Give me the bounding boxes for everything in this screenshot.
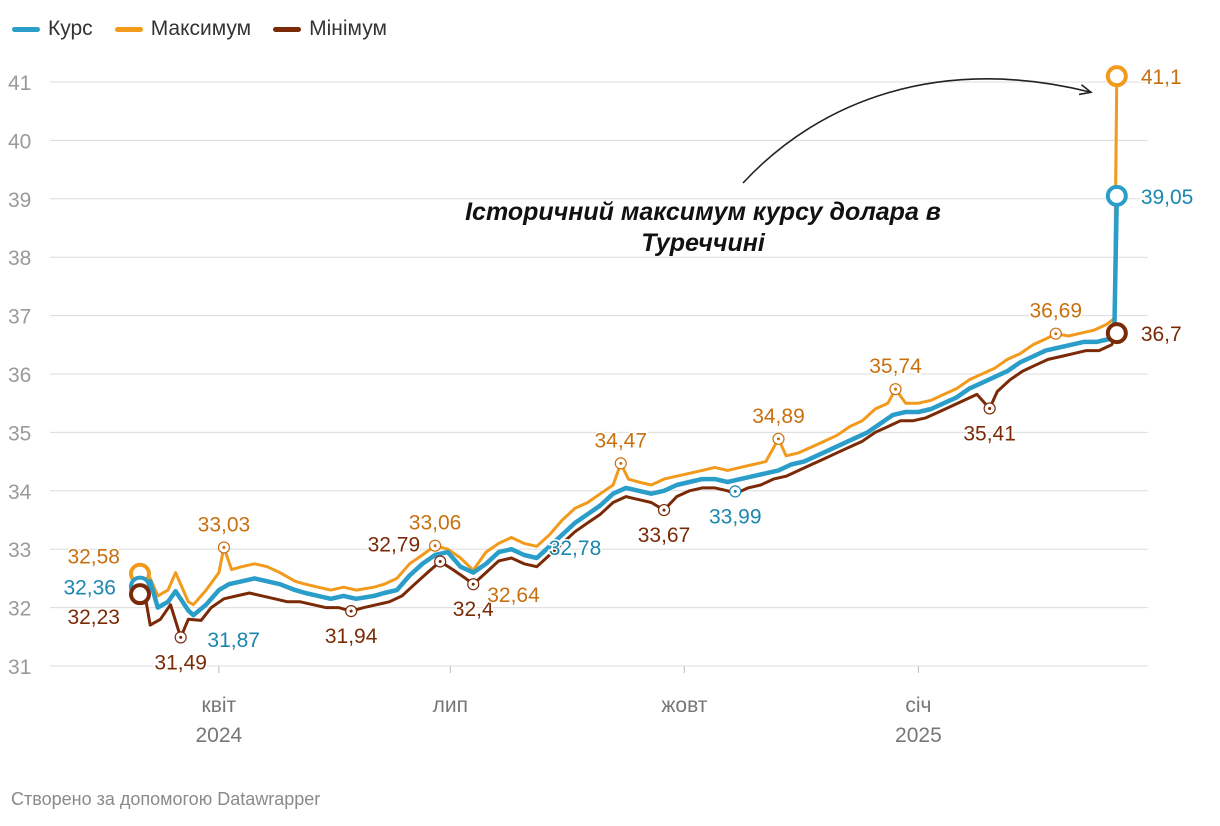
data-label-11: 32,78: [549, 537, 602, 560]
credit-text: Створено за допомогою Datawrapper: [11, 789, 321, 809]
marker-dot-15: [776, 437, 780, 441]
legend-swatch-kurs: [12, 26, 40, 32]
x-tick-year-3: 2025: [895, 724, 942, 747]
marker-dot-7: [438, 559, 442, 563]
legend-label-minimum: Мінімум: [309, 17, 387, 40]
annotation-text-line1: Історичний максимум курсу долара в: [465, 198, 941, 226]
data-label-10: 32,64: [487, 584, 540, 607]
chart-legend: Курс Максимум Мінімум: [12, 17, 387, 41]
legend-item-maximum: Максимум: [114, 17, 252, 41]
legend-item-minimum: Мінімум: [273, 17, 387, 41]
data-label-12: 34,47: [594, 429, 647, 452]
marker-large-20: [1105, 184, 1128, 207]
data-markers: [129, 65, 1128, 644]
data-label-4: 31,87: [207, 629, 260, 652]
y-tick-label-36: 36: [8, 364, 31, 387]
data-label-18: 36,69: [1029, 300, 1082, 323]
marker-large-19: [1105, 65, 1128, 88]
x-tick-year-0: 2024: [195, 724, 242, 747]
data-label-9: 32,4: [453, 598, 494, 621]
x-tick-label-3: січ: [905, 694, 931, 717]
marker-dot-12: [619, 461, 623, 465]
data-label-15: 34,89: [752, 405, 805, 428]
series-line-minimum: [138, 331, 1119, 639]
data-label-13: 33,67: [638, 524, 691, 547]
annotation-text-line2: Туреччині: [641, 229, 766, 257]
data-label-5: 33,03: [198, 513, 251, 536]
legend-item-kurs: Курс: [12, 17, 93, 41]
marker-dot-8: [433, 544, 437, 548]
legend-swatch-maximum: [114, 26, 143, 32]
y-tick-label-34: 34: [8, 481, 32, 504]
y-tick-label-40: 40: [8, 130, 31, 153]
y-tick-label-31: 31: [8, 656, 31, 679]
legend-swatch-minimum: [273, 26, 302, 32]
y-tick-label-37: 37: [8, 306, 31, 329]
series-line-maximum: [138, 74, 1119, 607]
marker-dot-16: [894, 387, 898, 391]
data-label-0: 32,58: [67, 546, 120, 569]
data-label-21: 36,7: [1141, 323, 1182, 346]
data-label-2: 32,23: [67, 606, 120, 629]
series-lines: [137, 74, 1120, 639]
x-tick-label-0: квіт: [202, 694, 237, 717]
line-chart: 31 32 33 34 35 36 37 38 39 40 41 квіт 2024 лип жовт сі…: [8, 65, 1195, 747]
marker-dot-17: [988, 406, 992, 410]
marker-dot-5: [222, 545, 226, 549]
data-label-6: 31,94: [325, 625, 378, 648]
historic-max-annotation: Історичний максимум курсу долара в Туреч…: [465, 78, 1093, 257]
y-tick-label-32: 32: [8, 598, 31, 621]
x-tick-label-2: жовт: [661, 694, 707, 717]
marker-dot-9: [471, 582, 475, 586]
marker-dot-14: [733, 489, 737, 493]
marker-dot-3: [179, 635, 183, 639]
data-label-16: 35,74: [869, 355, 922, 378]
marker-dot-18: [1054, 332, 1058, 336]
legend-label-kurs: Курс: [48, 17, 93, 40]
data-label-17: 35,41: [963, 422, 1016, 445]
y-tick-label-39: 39: [8, 189, 31, 212]
x-tick-label-1: лип: [433, 694, 468, 717]
data-label-3: 31,49: [154, 651, 207, 674]
y-tick-label-35: 35: [8, 422, 31, 445]
marker-large-21: [1105, 322, 1128, 345]
series-line-kurs: [137, 193, 1120, 618]
data-label-19: 41,1: [1141, 66, 1182, 89]
grid-lines: [50, 81, 1148, 667]
data-label-1: 32,36: [63, 577, 116, 600]
marker-large-2: [129, 583, 151, 606]
marker-dot-13: [662, 508, 666, 512]
y-axis: 31 32 33 34 35 36 37 38 39 40 41: [8, 72, 32, 679]
y-tick-label-38: 38: [8, 247, 31, 270]
data-label-8: 33,06: [409, 512, 462, 535]
annotation-arrow: [742, 78, 1093, 184]
y-tick-label-41: 41: [8, 72, 31, 95]
data-label-20: 39,05: [1141, 186, 1194, 209]
x-axis: квіт 2024 лип жовт січ 2025: [195, 666, 942, 747]
data-label-7: 32,79: [368, 533, 421, 556]
data-label-14: 33,99: [709, 505, 762, 528]
y-tick-label-33: 33: [8, 539, 31, 562]
legend-label-maximum: Максимум: [150, 17, 252, 40]
marker-dot-6: [349, 609, 353, 613]
